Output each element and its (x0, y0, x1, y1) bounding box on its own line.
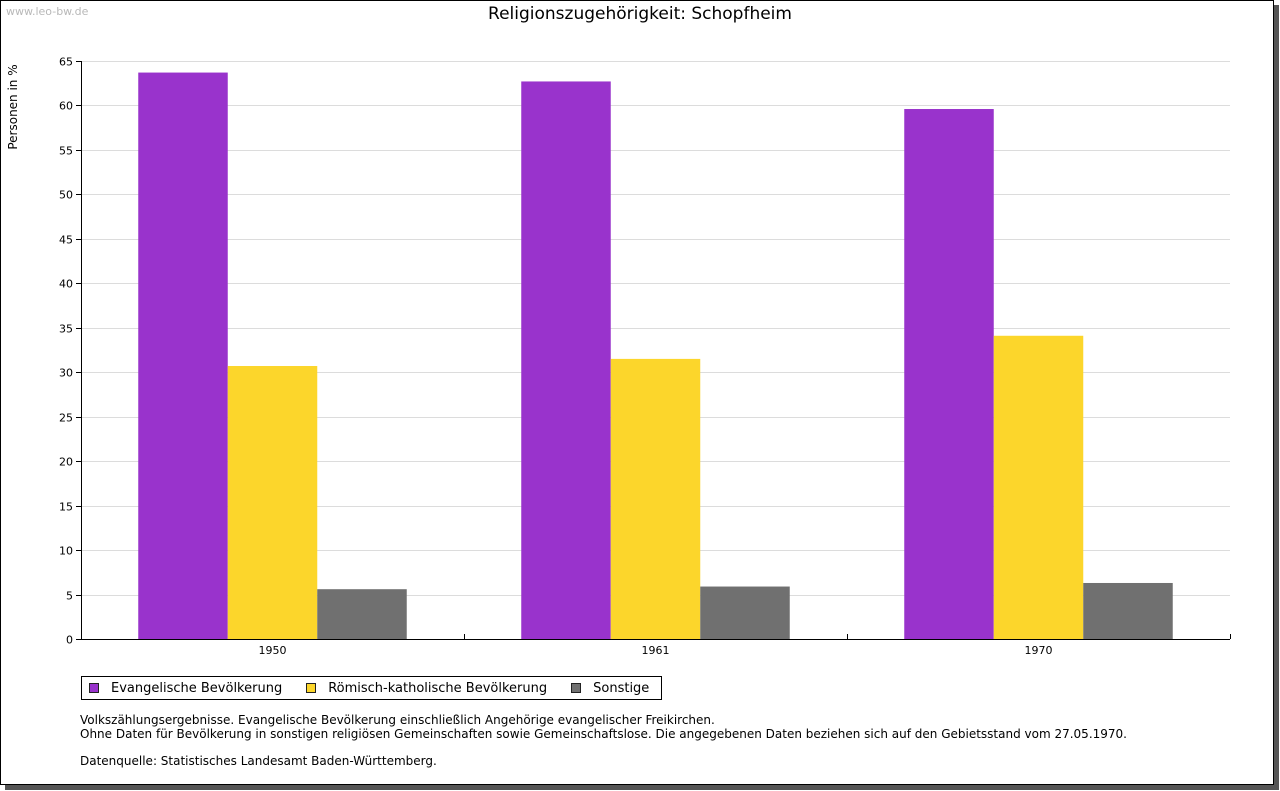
legend-item-sonstige: Sonstige (571, 681, 649, 696)
y-tick-label-45: 45 (59, 234, 73, 247)
legend-swatch-katholisch (306, 683, 317, 693)
watermark: www.leo-bw.de (6, 5, 89, 18)
y-tick-label-35: 35 (59, 323, 73, 336)
legend-label-evangelisch: Evangelische Bevölkerung (111, 680, 283, 696)
legend-label-sonstige: Sonstige (593, 680, 650, 696)
y-tick-label-5: 5 (66, 590, 73, 603)
x-tick-label-1961: 1961 (642, 644, 670, 657)
bars (138, 72, 1173, 640)
y-tick-label-40: 40 (59, 278, 73, 291)
bar-1961-series-2 (700, 586, 790, 639)
chart-notes: Volkszählungsergebnisse. Evangelische Be… (80, 713, 1127, 768)
legend: Evangelische Bevölkerung Römisch-katholi… (81, 676, 663, 700)
chart-title: Religionszugehörigkeit: Schopfheim (488, 4, 792, 24)
note-line-1: Volkszählungsergebnisse. Evangelische Be… (80, 713, 715, 727)
bar-1970-series-1 (993, 335, 1084, 639)
legend-swatch-sonstige (571, 683, 582, 693)
y-tick-label-15: 15 (59, 501, 73, 514)
legend-item-katholisch: Römisch-katholische Bevölkerung (306, 681, 547, 696)
y-tick-label-50: 50 (59, 189, 73, 202)
y-tick-label-0: 0 (66, 634, 73, 647)
bar-1961-series-0 (521, 81, 611, 639)
y-tick-label-25: 25 (59, 412, 73, 425)
note-line-2: Ohne Daten für Bevölkerung in sonstigen … (80, 727, 1127, 741)
y-tick-label-55: 55 (59, 145, 73, 158)
bar-1970-series-2 (1083, 582, 1173, 639)
axes: 0 5 10 15 20 25 30 35 40 45 50 55 60 65 1950 1961 1970 (59, 56, 1231, 657)
x-tick-label-1970: 1970 (1025, 644, 1053, 657)
y-tick-label-10: 10 (59, 545, 73, 558)
bar-1950-series-1 (227, 366, 318, 639)
y-tick-label-20: 20 (59, 456, 73, 469)
x-tick-label-1950: 1950 (259, 644, 287, 657)
bar-1950-series-2 (317, 589, 407, 639)
y-tick-label-30: 30 (59, 367, 73, 380)
bar-1950-series-0 (138, 72, 228, 639)
legend-label-katholisch: Römisch-katholische Bevölkerung (328, 680, 548, 696)
y-tick-label-60: 60 (59, 100, 73, 113)
bar-1961-series-1 (610, 358, 701, 639)
bar-1970-series-0 (904, 109, 994, 640)
data-source: Datenquelle: Statistisches Landesamt Bad… (80, 754, 437, 768)
y-tick-label-65: 65 (59, 56, 73, 69)
legend-swatch-evangelisch (89, 683, 99, 693)
legend-item-evangelisch: Evangelische Bevölkerung (89, 681, 282, 696)
